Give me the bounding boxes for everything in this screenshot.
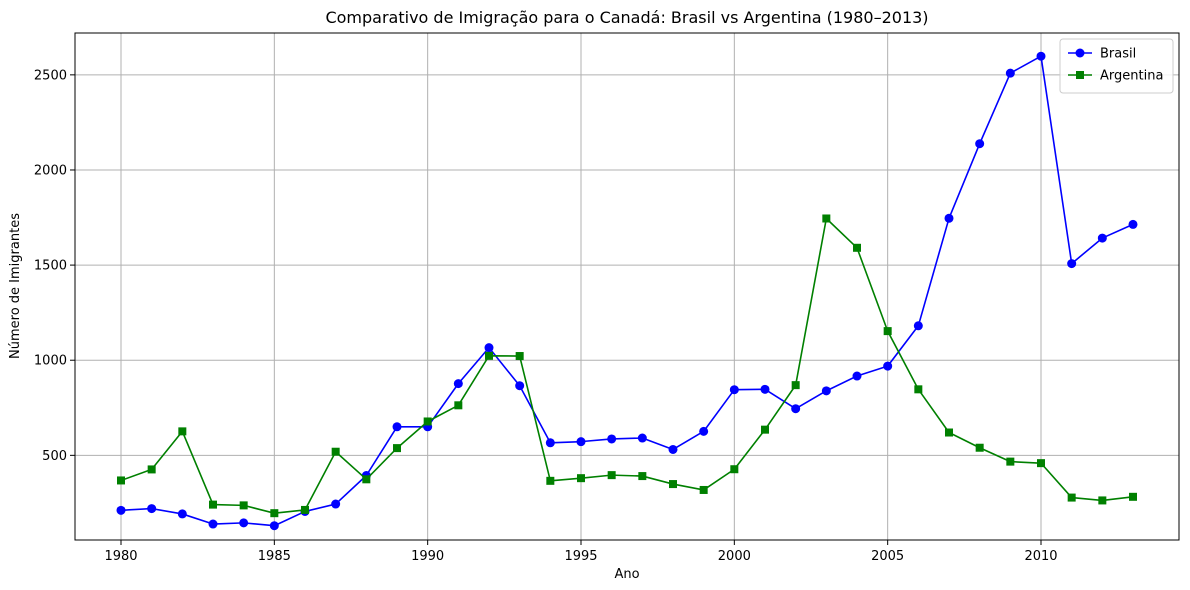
data-point-brasil	[453, 379, 463, 389]
data-point-argentina	[853, 243, 861, 252]
data-point-brasil	[699, 426, 709, 436]
data-point-brasil	[791, 404, 801, 414]
legend-marker-brasil	[1075, 48, 1085, 58]
series-argentina	[117, 214, 1137, 518]
data-point-argentina	[454, 401, 463, 410]
data-point-argentina	[607, 471, 616, 480]
data-point-argentina	[1067, 493, 1076, 502]
data-point-argentina	[239, 501, 248, 510]
legend-item-argentina: Argentina	[1068, 69, 1163, 84]
x-axis-title: Ano	[614, 567, 639, 582]
data-point-argentina	[638, 472, 647, 481]
data-point-brasil	[913, 321, 923, 331]
data-point-brasil	[821, 386, 831, 396]
data-point-argentina	[761, 425, 769, 434]
data-point-brasil	[729, 385, 739, 395]
data-point-brasil	[484, 343, 494, 353]
data-point-brasil	[331, 499, 341, 509]
series-brasil	[116, 51, 1138, 531]
data-point-argentina	[209, 500, 217, 509]
grid	[75, 33, 1179, 540]
data-point-argentina	[730, 465, 739, 474]
plot-frame	[74, 32, 1180, 541]
legend: Brasil Argentina	[1059, 38, 1174, 94]
data-point-brasil	[147, 504, 157, 514]
data-point-argentina	[577, 474, 585, 483]
data-point-brasil	[392, 422, 402, 432]
data-point-argentina	[975, 443, 984, 452]
data-point-brasil	[545, 438, 555, 448]
x-tick-label: 1985	[258, 549, 291, 564]
data-point-argentina	[546, 476, 555, 485]
legend-item-brasil: Brasil	[1068, 47, 1136, 62]
data-point-brasil	[1036, 51, 1046, 61]
data-point-argentina	[393, 444, 401, 453]
series-layer	[116, 51, 1138, 531]
data-point-brasil	[576, 437, 586, 447]
data-point-argentina	[301, 505, 309, 514]
data-point-argentina	[485, 351, 493, 360]
data-point-argentina	[791, 381, 800, 390]
data-point-argentina	[178, 427, 187, 436]
data-point-brasil	[1005, 68, 1015, 78]
data-point-brasil	[975, 139, 985, 149]
y-tick-label: 500	[42, 449, 67, 464]
data-point-brasil	[208, 519, 218, 529]
data-point-brasil	[637, 433, 647, 443]
series-line-brasil	[120, 55, 1134, 527]
data-point-brasil	[1128, 219, 1138, 229]
data-point-argentina	[515, 352, 524, 361]
data-point-argentina	[883, 327, 892, 336]
series-line-argentina	[120, 217, 1134, 514]
data-point-brasil	[515, 381, 525, 391]
data-point-argentina	[669, 480, 677, 489]
y-tick-label: 1000	[34, 354, 67, 369]
data-point-brasil	[607, 434, 617, 444]
x-tick-label: 1995	[564, 549, 597, 564]
x-tick-label: 2010	[1024, 549, 1057, 564]
data-point-brasil	[177, 509, 187, 519]
y-axis-title: Número de Imigrantes	[8, 213, 23, 359]
data-point-argentina	[945, 428, 953, 437]
data-point-argentina	[423, 417, 432, 426]
data-point-brasil	[1067, 259, 1077, 269]
data-point-brasil	[269, 521, 279, 531]
x-tick-label: 2000	[718, 549, 751, 564]
data-point-brasil	[116, 505, 126, 515]
data-point-brasil	[239, 518, 249, 528]
data-point-argentina	[117, 476, 125, 485]
data-point-argentina	[362, 475, 371, 484]
data-point-argentina	[822, 214, 831, 223]
data-point-argentina	[1129, 492, 1137, 501]
y-tick-label: 1500	[34, 259, 67, 274]
legend-marker-argentina	[1076, 71, 1084, 79]
x-tick-label: 1980	[104, 549, 137, 564]
data-point-brasil	[668, 444, 678, 454]
x-tick-label: 2005	[871, 549, 904, 564]
data-point-argentina	[270, 509, 279, 518]
data-point-brasil	[852, 371, 862, 381]
data-point-argentina	[914, 385, 923, 394]
data-point-argentina	[699, 485, 708, 494]
data-point-brasil	[944, 213, 954, 223]
axis-ticks: 1980 1985 1990 1995 2000 2005 2010 500 1000 1500 2…	[34, 68, 1058, 564]
y-tick-label: 2500	[34, 68, 67, 83]
data-point-argentina	[147, 465, 156, 474]
legend-label-argentina: Argentina	[1100, 69, 1163, 84]
data-point-argentina	[1037, 459, 1045, 468]
legend-label-brasil: Brasil	[1100, 47, 1136, 62]
x-tick-label: 1990	[411, 549, 444, 564]
chart-title: Comparativo de Imigração para o Canadá: …	[325, 8, 928, 27]
data-point-argentina	[1098, 496, 1107, 505]
y-tick-label: 2000	[34, 163, 67, 178]
data-point-brasil	[760, 384, 770, 394]
data-point-brasil	[883, 361, 893, 371]
data-point-brasil	[1097, 233, 1107, 243]
data-point-argentina	[331, 447, 340, 456]
data-point-argentina	[1006, 457, 1015, 466]
